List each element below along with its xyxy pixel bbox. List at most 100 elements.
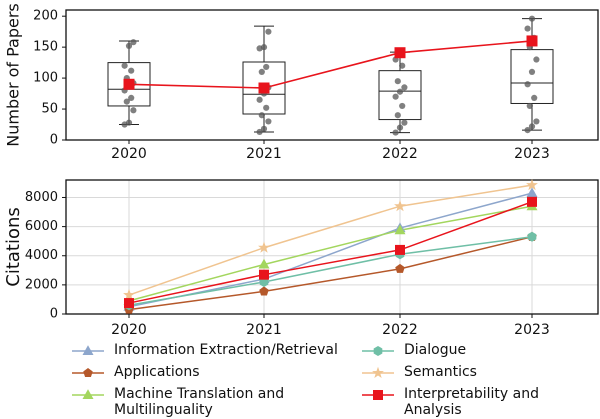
- y-axis-label: Number of Papers: [4, 3, 23, 147]
- series-marker: [394, 199, 406, 212]
- legend-item: Dialogue: [360, 342, 466, 360]
- data-point: [130, 39, 137, 46]
- series-marker: [259, 269, 269, 280]
- data-point: [526, 102, 533, 110]
- series-marker: [259, 286, 269, 296]
- x-tick-label: 2022: [382, 322, 418, 338]
- series-line: [128, 236, 533, 307]
- mean-marker: [258, 82, 270, 94]
- y-tick-label: 150: [33, 40, 58, 55]
- legend-label: Dialogue: [404, 342, 467, 358]
- data-point: [125, 119, 133, 126]
- legend-label: Semantics: [404, 364, 477, 380]
- legend-symbol: [82, 345, 94, 355]
- data-point: [258, 112, 265, 119]
- series-marker: [123, 288, 135, 301]
- y-tick-label: 0: [50, 133, 58, 148]
- data-point: [263, 63, 270, 71]
- series-line: [128, 184, 533, 296]
- data-point: [394, 78, 401, 85]
- x-tick-label: 2021: [246, 146, 282, 162]
- data-point: [401, 84, 408, 91]
- y-tick-label: 8000: [25, 190, 58, 205]
- legend-item: Machine Translation and Multilinguality: [70, 386, 294, 418]
- data-point: [260, 44, 268, 51]
- data-point: [524, 81, 531, 88]
- data-point: [130, 107, 137, 114]
- x-tick-label: 2020: [111, 322, 147, 338]
- legend-label: Applications: [114, 364, 200, 380]
- legend-symbol: [82, 389, 94, 399]
- data-point: [401, 119, 408, 126]
- y-tick-label: 2000: [25, 277, 58, 292]
- mean-line: [128, 40, 533, 89]
- box: [378, 70, 422, 121]
- data-point: [524, 25, 531, 32]
- data-point: [533, 118, 540, 125]
- y-tick-label: 50: [41, 102, 58, 117]
- data-point: [533, 56, 540, 63]
- data-point: [121, 62, 128, 69]
- series-marker: [527, 196, 537, 207]
- data-point: [265, 28, 272, 35]
- y-tick-label: 100: [33, 71, 58, 86]
- legend-marker-icon: [362, 366, 394, 379]
- legend-symbol: [83, 368, 93, 378]
- y-tick-label: 200: [33, 9, 58, 24]
- legend-marker-icon: [362, 346, 394, 356]
- legend-marker-icon: [72, 368, 104, 378]
- legend-symbol: [373, 346, 383, 356]
- legend-item: Information Extraction/Retrieval: [70, 342, 338, 360]
- data-point: [125, 42, 133, 50]
- data-point: [399, 62, 406, 69]
- series-marker: [258, 258, 270, 269]
- data-point: [265, 118, 272, 125]
- data-point: [528, 15, 536, 22]
- data-point: [394, 112, 401, 119]
- legend: Information Extraction/Retrieval Dialogue…: [70, 338, 598, 418]
- mean-marker: [123, 78, 135, 90]
- x-tick-label: 2023: [514, 146, 550, 162]
- data-point: [524, 126, 531, 134]
- series-marker: [395, 263, 405, 273]
- legend-item: Interpretability and Analysis: [360, 386, 598, 418]
- data-point: [128, 67, 135, 74]
- legend-item: Applications: [70, 364, 200, 382]
- data-point: [528, 68, 536, 76]
- y-tick-label: 6000: [25, 219, 58, 234]
- legend-symbol: [372, 366, 384, 379]
- data-point: [396, 88, 404, 95]
- series-line: [128, 236, 533, 311]
- x-tick-label: 2022: [382, 146, 418, 162]
- top-plot-frame: [65, 9, 599, 141]
- legend-label: Interpretability and Analysis: [404, 386, 539, 418]
- series-marker: [124, 298, 134, 309]
- box: [510, 49, 554, 104]
- data-point: [123, 98, 130, 105]
- series-marker: [526, 187, 538, 198]
- series-marker: [258, 241, 270, 253]
- legend-item: Semantics: [360, 364, 477, 382]
- data-point: [128, 94, 135, 102]
- legend-label: Machine Translation and Multilinguality: [114, 386, 285, 418]
- series-marker: [394, 224, 406, 235]
- series-line: [128, 205, 533, 302]
- y-tick-label: 0: [50, 307, 58, 322]
- data-point: [399, 102, 406, 110]
- papers-boxplot-chart: 0 50 100 150 200 Number of Papers 2020 2021 2022…: [4, 3, 599, 162]
- data-point: [256, 128, 263, 136]
- data-point: [528, 123, 536, 130]
- data-point: [392, 93, 399, 100]
- data-point: [396, 124, 404, 131]
- mean-marker: [526, 35, 538, 47]
- x-tick-label: 2021: [246, 322, 282, 338]
- legend-marker-icon: [362, 390, 394, 400]
- mean-marker: [394, 47, 406, 59]
- data-point: [260, 125, 268, 132]
- legend-marker-icon: [72, 389, 104, 399]
- legend-label: Information Extraction/Retrieval: [114, 342, 338, 358]
- series-line: [128, 201, 533, 304]
- legend-marker-icon: [72, 345, 104, 355]
